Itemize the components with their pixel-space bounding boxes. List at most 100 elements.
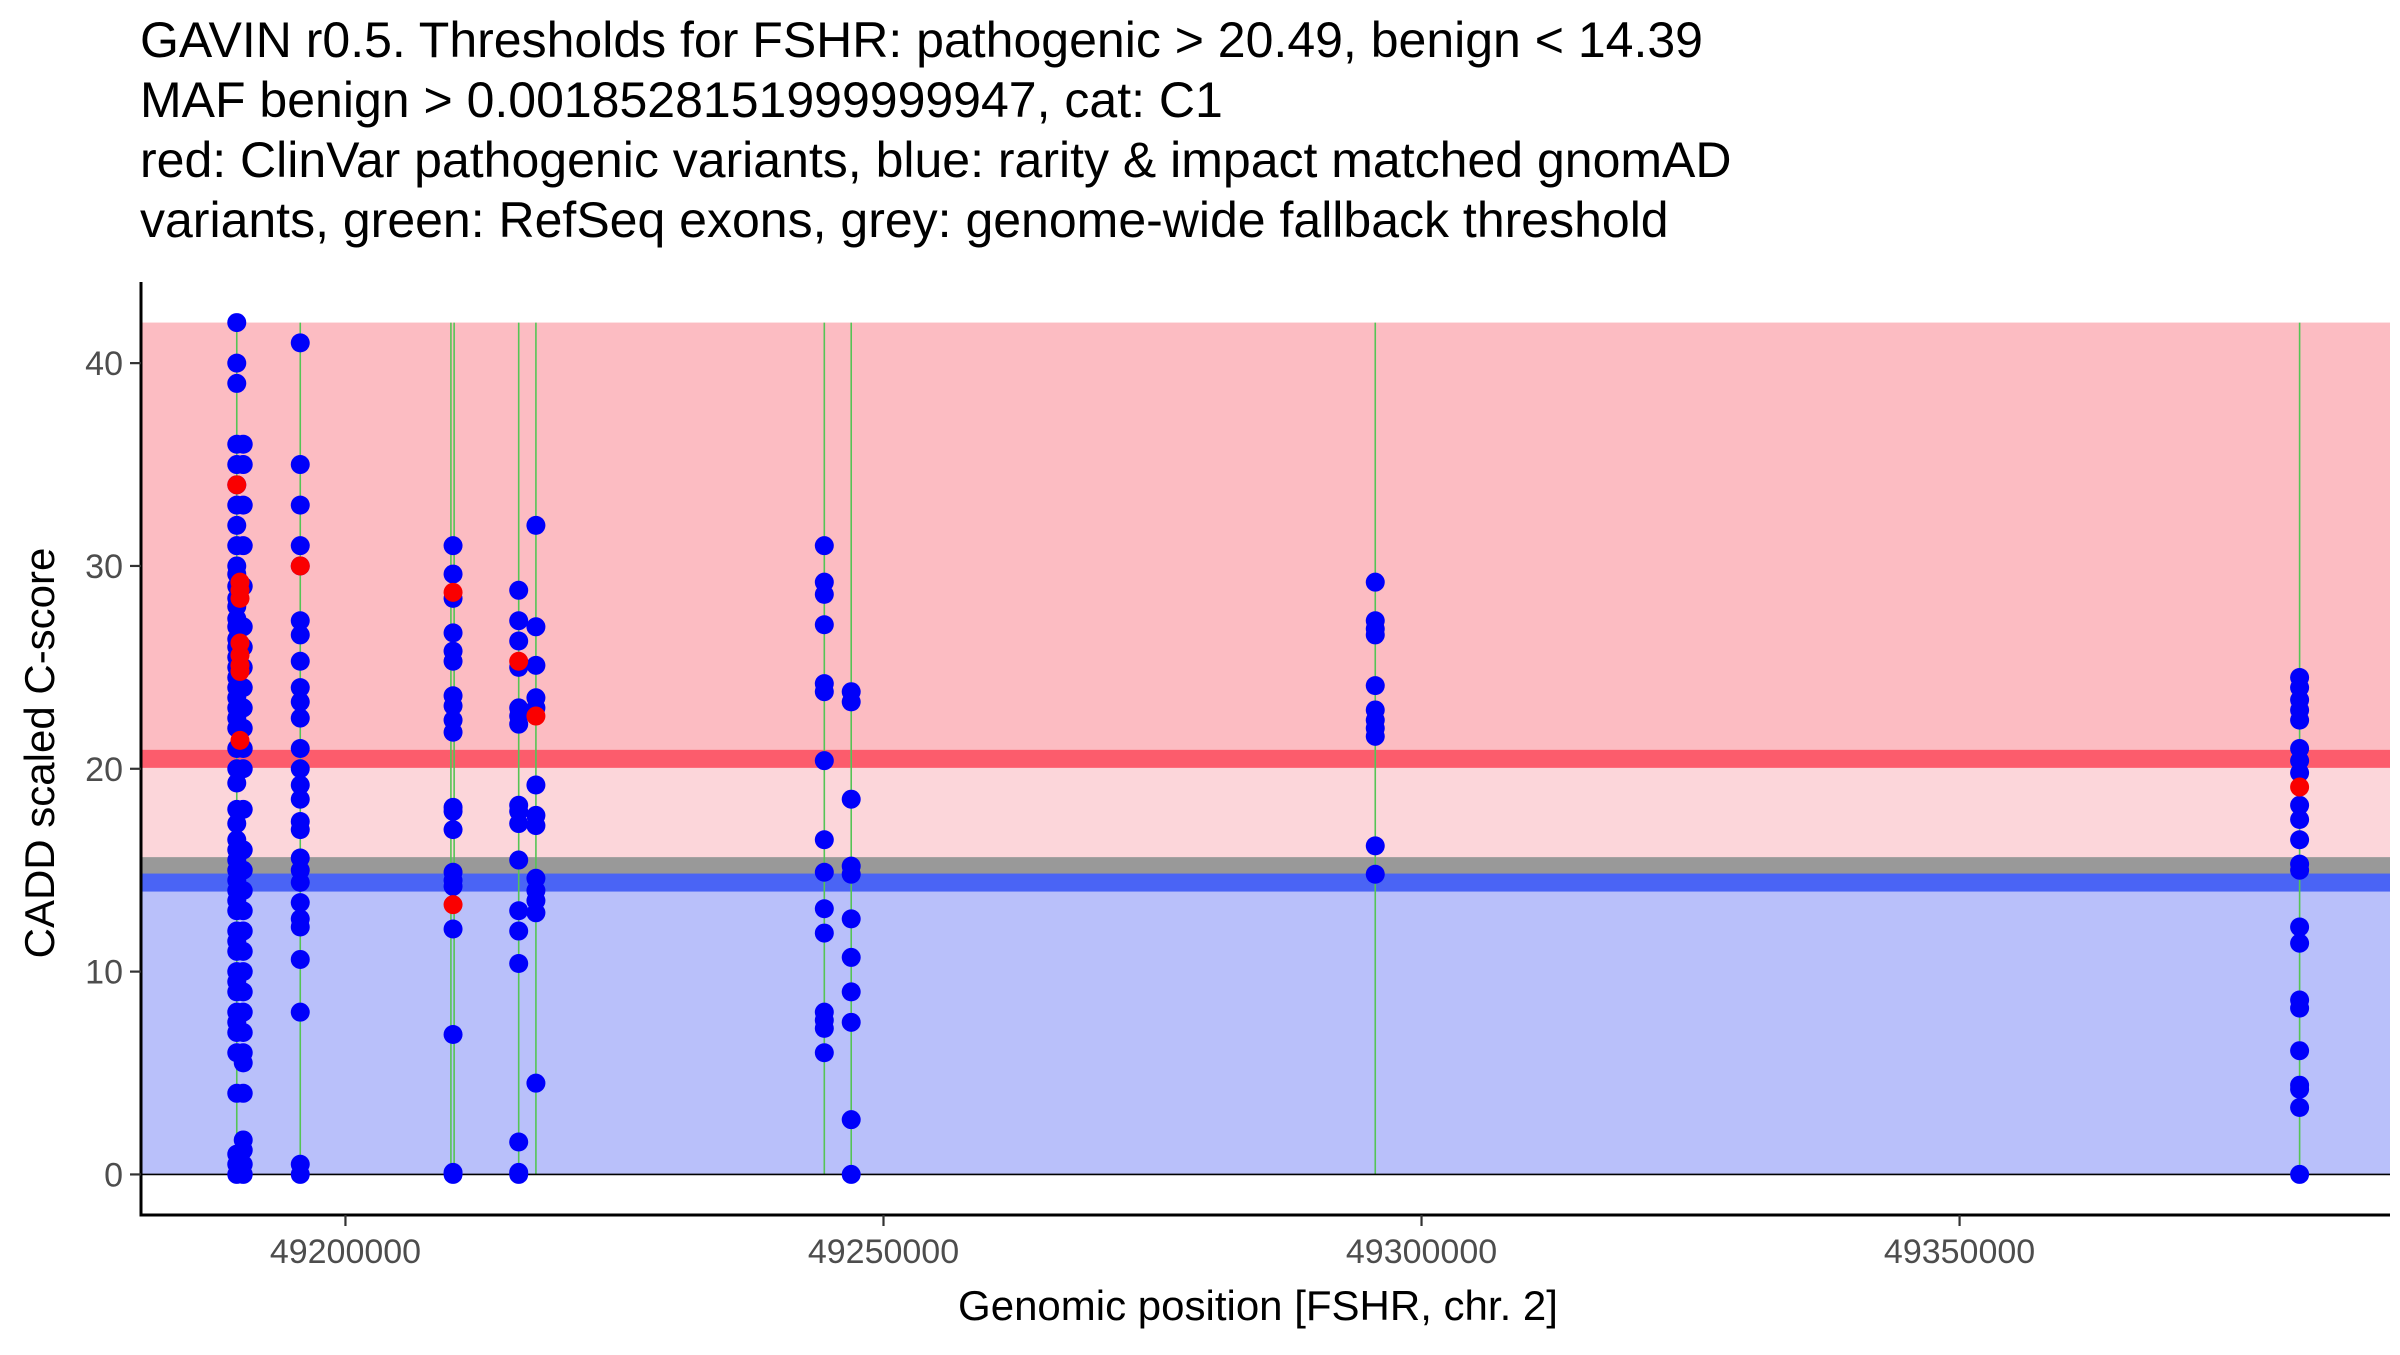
gnomad-variant-point (233, 799, 253, 819)
gnomad-variant-point (290, 651, 310, 671)
gnomad-variant-point (509, 901, 529, 921)
gnomad-variant-point (443, 696, 463, 716)
chart-title: GAVIN r0.5. Thresholds for FSHR: pathoge… (140, 12, 1731, 248)
gnomad-variant-point (233, 1140, 253, 1160)
gnomad-variant-point (1365, 676, 1385, 696)
x-axis-label: Genomic position [FSHR, chr. 2] (958, 1282, 1558, 1329)
gnomad-variant-point (290, 692, 310, 712)
x-tick-label: 49200000 (270, 1233, 421, 1271)
gnomad-variant-point (233, 982, 253, 1002)
gnomad-variant-point (290, 536, 310, 556)
gnomad-variant-point (290, 678, 310, 698)
gnomad-variant-point (290, 949, 310, 969)
gnomad-variant-point (443, 876, 463, 896)
gnomad-variant-point (227, 373, 247, 393)
gnomad-variant-point (509, 1132, 529, 1152)
gnomad-variant-point (509, 953, 529, 973)
y-tick-label: 10 (85, 954, 123, 992)
gnomad-variant-point (526, 655, 546, 675)
gnomad-variant-point (290, 820, 310, 840)
clinvar-variant-point (443, 895, 463, 915)
gnomad-variant-point (2290, 1041, 2310, 1061)
gnomad-variant-point (2290, 998, 2310, 1018)
gnomad-variant-point (290, 775, 310, 795)
gnomad-variant-point (290, 893, 310, 913)
gnomad-variant-point (1365, 625, 1385, 645)
gnomad-variant-point (227, 313, 247, 333)
gnomad-variant-point (814, 584, 834, 604)
gnomad-variant-point (2290, 1098, 2310, 1118)
gnomad-variant-point (290, 872, 310, 892)
clinvar-variant-point (230, 730, 250, 750)
gnomad-variant-point (233, 617, 253, 637)
gnomad-variant-point (2290, 1079, 2310, 1099)
gnomad-variant-point (814, 862, 834, 882)
axes: 0 10 20 30 40 49200000 49250000 49300000 4935000… (85, 282, 2390, 1271)
gnomad-variant-point (290, 611, 310, 631)
gnomad-variant-point (233, 455, 253, 475)
y-tick-label: 0 (104, 1156, 123, 1194)
gnomad-variant-point (841, 1012, 861, 1032)
gnomad-variant-point (233, 495, 253, 515)
gnomad-variant-point (1365, 836, 1385, 856)
clinvar-variant-point (227, 475, 247, 495)
threshold-benign-line (141, 873, 2390, 892)
gnomad-variant-point (509, 714, 529, 734)
gnomad-variant-point (443, 1024, 463, 1044)
gnomad-variant-point (814, 751, 834, 771)
gnomad-variant-point (233, 962, 253, 982)
gnomad-variant-point (290, 333, 310, 353)
gnomad-variant-point (443, 820, 463, 840)
gnomad-variant-point (233, 1022, 253, 1042)
gnomad-variant-point (233, 921, 253, 941)
gnomad-variant-point (233, 840, 253, 860)
gnomad-variant-point (2290, 933, 2310, 953)
gnomad-variant-point (233, 434, 253, 454)
gnomad-variant-point (233, 1083, 253, 1103)
gnomad-variant-point (2290, 809, 2310, 829)
gnomad-variant-point (233, 860, 253, 880)
gnomad-variant-point (233, 941, 253, 961)
gnomad-variant-point (443, 919, 463, 939)
gnomad-variant-point (814, 1018, 834, 1038)
gnomad-variant-point (526, 816, 546, 836)
title-line-2: MAF benign > 0.0018528151999999947, cat:… (140, 72, 1223, 128)
gnomad-variant-point (233, 901, 253, 921)
region-pathogenic (141, 322, 2390, 759)
threshold-regions (141, 322, 2390, 1175)
gnomad-variant-point (290, 708, 310, 728)
threshold-lines (141, 749, 2390, 892)
gnomad-variant-point (227, 353, 247, 373)
gnomad-variant-point (290, 917, 310, 937)
gnomad-variant-point (443, 564, 463, 584)
y-axis-label: CADD scaled C-score (16, 548, 63, 959)
clinvar-variant-point (443, 582, 463, 602)
gnomad-variant-point (443, 536, 463, 556)
gnomad-variant-point (2290, 795, 2310, 815)
gnomad-variant-point (443, 1164, 463, 1184)
gnomad-variant-point (841, 982, 861, 1002)
threshold-pathogenic-line (141, 749, 2390, 768)
gnomad-variant-point (1365, 726, 1385, 746)
data-points (227, 313, 2310, 1184)
gnomad-variant-point (841, 947, 861, 967)
gnomad-variant-point (290, 739, 310, 758)
region-benign (141, 882, 2390, 1175)
gnomad-variant-point (526, 903, 546, 923)
x-tick-label: 49300000 (1346, 1233, 1497, 1271)
gnomad-variant-point (227, 773, 247, 793)
gnomad-variant-point (290, 1164, 310, 1184)
title-line-4: variants, green: RefSeq exons, grey: gen… (140, 192, 1669, 248)
x-tick-label: 49250000 (808, 1233, 959, 1271)
title-line-1: GAVIN r0.5. Thresholds for FSHR: pathoge… (140, 12, 1703, 68)
gnomad-variant-point (814, 615, 834, 635)
gnomad-variant-point (290, 789, 310, 809)
gnomad-variant-point (526, 515, 546, 535)
gnomad-variant-point (1365, 864, 1385, 884)
gnomad-variant-point (841, 692, 861, 712)
gnomad-variant-point (290, 455, 310, 475)
gnomad-variant-point (509, 580, 529, 600)
x-tick-label: 49350000 (1884, 1233, 2035, 1271)
